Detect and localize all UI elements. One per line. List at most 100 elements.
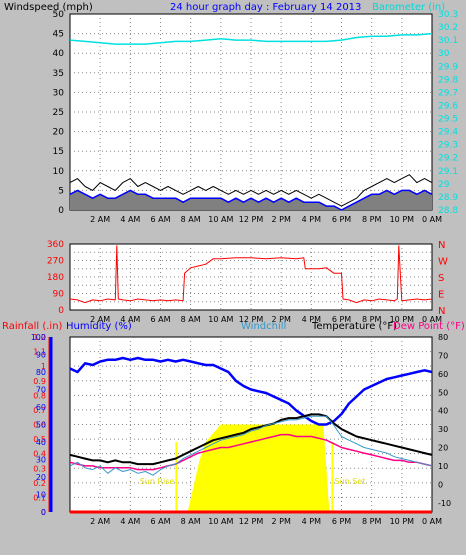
direction-y-tick-label: 270 — [47, 257, 64, 267]
x-tick-label: 8 AM — [181, 215, 201, 224]
barometer-y-tick-label: 28.8 — [438, 206, 458, 216]
temperature-y-tick-label: 70 — [438, 351, 448, 360]
wind_avg-line — [69, 189, 433, 211]
temperature-y-tick-label: 10 — [438, 462, 448, 471]
temperature-y-tick-label: 50 — [438, 388, 448, 397]
x-tick-label: 8 PM — [362, 517, 381, 526]
x-tick-label: 10 AM — [208, 315, 233, 324]
x-tick-label: 10 PM — [390, 315, 415, 324]
humidity-y-tick-label: 0 — [41, 508, 46, 517]
x-tick-label: 4 AM — [120, 315, 140, 324]
wind-direction-line — [69, 245, 433, 304]
x-tick-label: 10 AM — [208, 215, 233, 224]
temperature-y-tick-label: 80 — [438, 333, 448, 342]
temperature-y-tick-label: 60 — [438, 370, 448, 379]
temperature-y-tick-label: -10 — [438, 499, 451, 508]
direction-compass-label: N — [438, 240, 445, 251]
x-tick-label: 10 PM — [390, 215, 415, 224]
x-tick-label: 6 AM — [150, 215, 170, 224]
direction-compass-label: W — [438, 257, 448, 268]
x-tick-label: 4 PM — [302, 315, 321, 324]
humidity-y-tick-label: 60 — [36, 403, 46, 412]
humidity-y-tick-label: 20 — [36, 473, 46, 482]
rain-y-tick-label: 0.5 — [33, 435, 46, 444]
barometer-y-tick-label: 29.7 — [438, 88, 458, 98]
wind-y-tick-label: 25 — [53, 108, 64, 118]
barometer-ylabel: Barometer (in) — [372, 2, 445, 13]
wind-y-tick-label: 20 — [53, 128, 65, 138]
rain-y-tick-label: 0.8 — [33, 391, 46, 400]
x-tick-label: 6 PM — [332, 517, 351, 526]
wind-y-tick-label: 30 — [53, 88, 65, 98]
wind-y-tick-label: 40 — [53, 49, 65, 59]
wind-gust-fill — [70, 190, 432, 210]
sunset-label: Sun Set — [334, 477, 365, 486]
humidity-line — [69, 356, 433, 426]
wind-y-tick-label: 5 — [58, 186, 64, 196]
x-tick-label: 6 AM — [150, 517, 170, 526]
wind-y-tick-label: 50 — [53, 10, 65, 20]
temperature-ylabel: Temperature (°F) — [311, 321, 397, 332]
sunshine-fill — [176, 424, 333, 512]
temperature-y-tick-label: 20 — [438, 444, 448, 453]
wind-y-tick-label: 15 — [53, 147, 64, 157]
x-tick-label: 8 PM — [362, 315, 381, 324]
wind-y-tick-label: 45 — [53, 30, 64, 40]
temperature-panel: 0 0.1 0.2 0.3 0.4 0.5 0.6 0.7 0.8 0.9 1 1.1 1.2 0 10 20… — [31, 333, 451, 526]
x-tick-label: 8 PM — [362, 215, 381, 224]
barometer-line — [69, 32, 433, 45]
direction-compass-label: N — [438, 306, 445, 317]
barometer-y-tick-label: 30.1 — [438, 36, 458, 46]
barometer-y-tick-label: 29.5 — [438, 115, 458, 125]
humidity-y-tick-label: 10 — [36, 491, 46, 500]
x-tick-label: 4 PM — [302, 517, 321, 526]
direction-y-tick-label: 360 — [47, 240, 64, 250]
humidity-y-tick-label: 50 — [36, 421, 46, 430]
dew_point-line — [69, 433, 433, 471]
barometer-y-tick-label: 29.6 — [438, 101, 458, 111]
x-tick-label: 6 AM — [150, 315, 170, 324]
x-tick-label: 6 PM — [332, 315, 351, 324]
barometer-y-tick-label: 30.3 — [438, 10, 458, 20]
x-tick-label: 2 PM — [271, 517, 290, 526]
barometer-y-tick-label: 29.3 — [438, 141, 458, 151]
x-tick-label: 12 PM — [239, 215, 264, 224]
x-tick-label: 2 AM — [90, 315, 110, 324]
sunrise-label: Sun Rise — [140, 477, 175, 486]
wind-y-tick-label: 10 — [53, 167, 65, 177]
direction-compass-label: S — [438, 273, 444, 284]
rainfall-ylabel: Rainfall (.in) — [2, 321, 63, 332]
barometer-y-tick-label: 29.8 — [438, 75, 458, 85]
rain-y-tick-label: 1.2 — [33, 333, 46, 342]
x-tick-label: 12 PM — [239, 517, 264, 526]
x-tick-label: 2 AM — [90, 215, 110, 224]
x-tick-label: 8 AM — [181, 315, 201, 324]
rain-y-tick-label: 0.7 — [33, 406, 46, 415]
rain-y-tick-label: 0.2 — [33, 479, 46, 488]
barometer-y-tick-label: 30 — [438, 49, 450, 59]
barometer-y-tick-label: 29.2 — [438, 154, 458, 164]
barometer-y-tick-label: 28.9 — [438, 193, 458, 203]
temperature-y-tick-label: 0 — [438, 480, 443, 489]
temperature-y-tick-label: 30 — [438, 425, 448, 434]
humidity-y-tick-label: 100 — [31, 333, 46, 342]
temperature-y-tick-label: 40 — [438, 407, 448, 416]
wind-y-tick-label: 0 — [58, 206, 64, 216]
humidity-y-tick-label: 40 — [36, 438, 46, 447]
x-tick-label: 2 PM — [271, 215, 290, 224]
humidity-y-tick-label: 70 — [36, 386, 46, 395]
dewpoint-ylabel: Dew Point (°F) — [393, 321, 465, 332]
rain-y-tick-label: 0.4 — [33, 450, 46, 459]
rain-y-tick-label: 0.3 — [33, 464, 46, 473]
temperature-line — [69, 413, 433, 466]
x-tick-label: 4 PM — [302, 215, 321, 224]
x-tick-label: 8 AM — [181, 517, 201, 526]
x-tick-label: 0 AM — [422, 215, 442, 224]
barometer-y-tick-label: 29.4 — [438, 128, 458, 138]
rain-y-tick-label: 0 — [41, 508, 46, 517]
x-tick-label: 4 AM — [120, 517, 140, 526]
rain-y-tick-label: 0.1 — [33, 493, 46, 502]
wind-panel: 0 5 10 15 20 25 30 35 40 45 50 28.8 28.9 29 29.1 29.2 29… — [53, 10, 459, 224]
